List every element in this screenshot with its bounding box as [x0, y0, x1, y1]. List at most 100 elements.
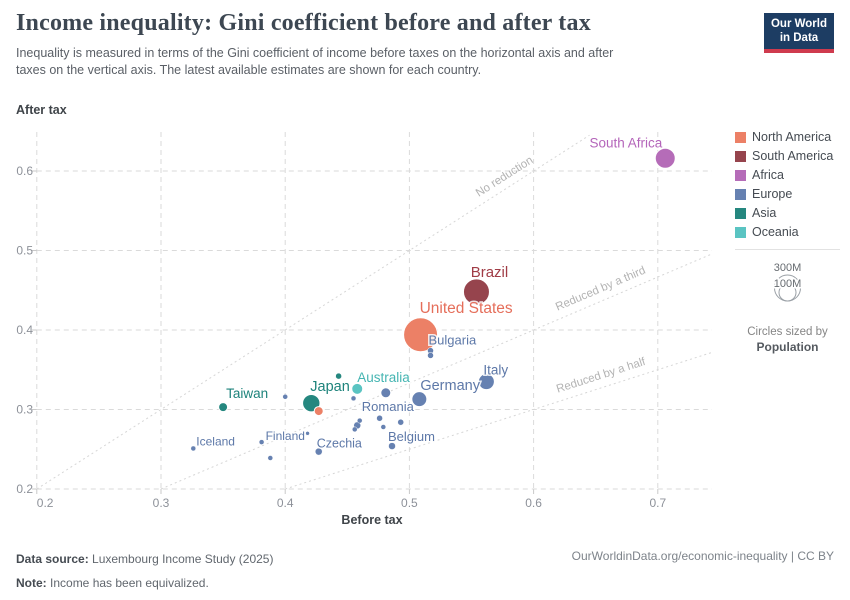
- note-line: Note: Income has been equivalized.: [16, 571, 273, 595]
- data-point-unlabeled[interactable]: [380, 424, 387, 430]
- reference-line-label: Reduced by a third: [554, 265, 648, 314]
- data-point-unlabeled[interactable]: [335, 372, 342, 380]
- data-point-taiwan[interactable]: [218, 402, 229, 413]
- data-point-unlabeled[interactable]: [313, 406, 324, 417]
- subtitle-line-2: taxes on the vertical axis. The latest a…: [16, 63, 482, 77]
- data-point-australia[interactable]: [351, 382, 364, 395]
- country-label-germany[interactable]: Germany: [419, 377, 482, 396]
- country-label-belgium[interactable]: Belgium: [387, 428, 437, 446]
- y-axis-title: After tax: [16, 103, 67, 117]
- data-point-unlabeled[interactable]: [305, 431, 310, 436]
- data-point-germany[interactable]: [411, 391, 428, 408]
- country-label-japan[interactable]: Japan: [309, 378, 352, 397]
- legend-swatch: [735, 131, 746, 143]
- country-label-australia[interactable]: Australia: [356, 368, 412, 386]
- data-source-label: Data source:: [16, 552, 89, 566]
- legend-divider: [735, 249, 840, 250]
- data-point-brazil[interactable]: [462, 278, 490, 306]
- y-tick-label: 0.4: [16, 323, 33, 337]
- country-label-italy[interactable]: Italy: [482, 361, 510, 379]
- chart-header: Income inequality: Gini coefficient befo…: [16, 10, 756, 79]
- data-point-belgium[interactable]: [388, 442, 396, 450]
- size-caption-line1: Circles sized by: [747, 326, 828, 338]
- data-source-text: Luxembourg Income Study (2025): [88, 552, 274, 566]
- owid-logo-line1: Our World: [770, 18, 827, 30]
- reference-line-label: No reduction: [474, 154, 535, 199]
- legend-swatch: [735, 188, 746, 200]
- data-point-czechia[interactable]: [314, 447, 323, 456]
- legend-swatch: [735, 226, 746, 238]
- data-point-unlabeled[interactable]: [397, 418, 404, 426]
- legend-swatch: [735, 150, 746, 162]
- size-legend-circles: 300M 100M: [772, 261, 803, 302]
- scatter-plot: 0.2 0.3 0.4 0.5 0.6 0.7 0.2 0.3 0.4 0.5 0.6 Before …: [16, 132, 712, 527]
- data-point-romania[interactable]: [380, 387, 392, 399]
- legend-item-north-america[interactable]: North America: [735, 130, 847, 144]
- x-tick-label: 0.2: [37, 496, 54, 510]
- reference-line-label: Reduced by a half: [555, 356, 648, 396]
- continent-legend: North America South America Africa Europe As…: [735, 130, 847, 356]
- size-legend-caption: Circles sized by Population: [735, 325, 840, 356]
- size-caption-line2: Population: [756, 340, 819, 354]
- country-label-romania[interactable]: Romania: [360, 397, 416, 415]
- y-tick-label: 0.6: [16, 164, 33, 178]
- legend-label: Oceania: [752, 225, 799, 239]
- country-label-south-africa[interactable]: South Africa: [588, 134, 664, 152]
- legend-item-oceania[interactable]: Oceania: [735, 225, 847, 239]
- data-point-unlabeled[interactable]: [352, 426, 358, 433]
- page-title: Income inequality: Gini coefficient befo…: [16, 10, 591, 36]
- size-label-inner: 100M: [774, 278, 802, 290]
- country-label-taiwan[interactable]: Taiwan: [225, 385, 270, 403]
- legend-label: South America: [752, 149, 834, 163]
- legend-item-europe[interactable]: Europe: [735, 187, 847, 201]
- y-tick-label: 0.2: [16, 482, 33, 496]
- x-tick-label: 0.5: [401, 496, 418, 510]
- y-tick-label: 0.5: [16, 244, 33, 258]
- owid-logo-line2: in Data: [779, 31, 819, 44]
- country-label-bulgaria[interactable]: Bulgaria: [427, 331, 478, 349]
- legend-label: Africa: [752, 168, 784, 182]
- data-point-united-states[interactable]: [403, 317, 439, 353]
- size-circle-inner: [778, 283, 797, 302]
- footer-notes: Data source: Luxembourg Income Study (20…: [16, 547, 273, 595]
- x-tick-label: 0.4: [277, 496, 294, 510]
- data-point-south-africa[interactable]: [654, 147, 676, 169]
- owid-logo[interactable]: Our World in Data: [764, 13, 834, 53]
- country-label-finland[interactable]: Finland: [264, 428, 306, 445]
- x-axis-title: Before tax: [341, 513, 402, 527]
- x-tick-label: 0.3: [153, 496, 170, 510]
- reference-line: [36, 134, 590, 490]
- data-point-unlabeled[interactable]: [282, 394, 288, 400]
- size-legend: 300M 100M Circles sized by Population: [735, 256, 840, 356]
- data-point-iceland[interactable]: [190, 445, 197, 452]
- x-tick-label: 0.7: [649, 496, 666, 510]
- legend-item-africa[interactable]: Africa: [735, 168, 847, 182]
- country-label-czechia[interactable]: Czechia: [315, 435, 363, 452]
- y-tick-label: 0.3: [16, 403, 33, 417]
- legend-label: North America: [752, 130, 832, 144]
- legend-label: Europe: [752, 187, 793, 201]
- legend-item-asia[interactable]: Asia: [735, 206, 847, 220]
- legend-label: Asia: [752, 206, 777, 220]
- data-point-italy[interactable]: [477, 373, 495, 391]
- owid-link[interactable]: OurWorldinData.org/economic-inequality |…: [571, 549, 834, 563]
- subtitle-line-1: Inequality is measured in terms of the G…: [16, 46, 614, 60]
- data-point-unlabeled[interactable]: [267, 455, 274, 461]
- data-point-unlabeled[interactable]: [356, 417, 363, 424]
- country-label-united-states[interactable]: United States: [418, 298, 514, 318]
- data-point-unlabeled[interactable]: [350, 395, 357, 402]
- data-point-unlabeled[interactable]: [376, 414, 383, 422]
- chart-subtitle: Inequality is measured in terms of the G…: [16, 45, 756, 79]
- legend-item-south-america[interactable]: South America: [735, 149, 847, 163]
- data-point-finland[interactable]: [258, 439, 265, 445]
- data-point-unlabeled[interactable]: [427, 352, 434, 359]
- legend-swatch: [735, 169, 746, 181]
- x-tick-label: 0.6: [525, 496, 542, 510]
- legend-items: North America South America Africa Europe As…: [735, 130, 847, 239]
- note-label: Note:: [16, 576, 47, 590]
- legend-swatch: [735, 207, 746, 219]
- size-label-outer: 300M: [774, 262, 802, 274]
- country-label-brazil[interactable]: Brazil: [469, 262, 510, 282]
- note-text: Income has been equivalized.: [46, 576, 209, 590]
- country-label-iceland[interactable]: Iceland: [195, 433, 237, 450]
